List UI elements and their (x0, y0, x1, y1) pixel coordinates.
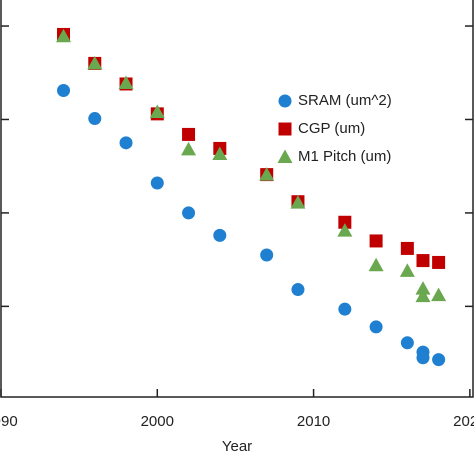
point-circle (369, 320, 383, 334)
point-triangle (290, 195, 306, 209)
legend-label: SRAM (um^2) (298, 92, 392, 109)
point-square (338, 215, 352, 229)
point-circle (150, 176, 164, 190)
point-triangle (431, 287, 447, 302)
point-square (416, 254, 430, 268)
x-tick-label: 2020 (453, 413, 474, 430)
point-square (432, 255, 446, 269)
point-triangle (415, 281, 431, 295)
point-triangle (259, 167, 275, 181)
point-triangle (87, 55, 103, 70)
point-triangle (368, 257, 384, 272)
legend-label: CGP (um) (298, 120, 365, 137)
legend-label: M1 Pitch (um) (298, 148, 391, 165)
point-circle (338, 302, 352, 316)
point-triangle (212, 146, 228, 161)
point-triangle (118, 75, 134, 90)
plot-frame (0, 0, 474, 398)
point-circle (416, 351, 430, 365)
point-triangle (277, 149, 293, 163)
point-triangle (415, 288, 431, 303)
point-circle (119, 136, 133, 150)
point-triangle (181, 141, 197, 156)
point-circle (400, 336, 414, 350)
point-circle (182, 206, 196, 220)
point-square (182, 127, 196, 141)
x-axis-label: Year (222, 438, 252, 455)
point-square (369, 234, 383, 248)
point-circle (213, 228, 227, 242)
x-tick-label: 2000 (141, 413, 174, 430)
point-circle (432, 353, 446, 367)
point-circle (278, 94, 292, 108)
point-triangle (337, 223, 353, 237)
point-circle (260, 248, 274, 262)
point-square (278, 122, 292, 136)
point-circle (57, 84, 71, 98)
x-tick-label: 2010 (297, 413, 330, 430)
point-triangle (149, 104, 165, 118)
point-triangle (399, 263, 415, 277)
x-tick-label: 1990 (0, 413, 18, 430)
point-square (400, 241, 414, 255)
point-triangle (56, 28, 72, 43)
point-circle (88, 112, 102, 126)
point-circle (291, 283, 305, 297)
